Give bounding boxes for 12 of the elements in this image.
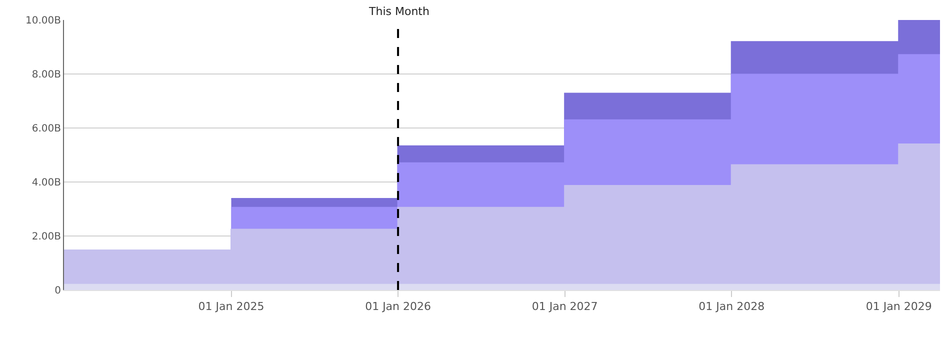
y-tick-label: 8.00B — [32, 70, 62, 80]
y-tick-label: 0 — [54, 286, 61, 296]
x-tick-label: 01 Jan 2029 — [866, 300, 932, 314]
y-tick-label: 2.00B — [32, 232, 62, 242]
x-tick-label: 01 Jan 2027 — [532, 300, 598, 314]
y-tick-label: 6.00B — [32, 124, 62, 134]
y-tick-label: 10.00B — [26, 16, 62, 26]
y-tick-label: 4.00B — [32, 178, 62, 188]
x-tick-label: 01 Jan 2025 — [198, 300, 264, 314]
x-tick-label: 01 Jan 2028 — [698, 300, 765, 314]
ref-line-label: This Month — [368, 5, 430, 18]
x-tick-label: 01 Jan 2026 — [365, 300, 432, 314]
